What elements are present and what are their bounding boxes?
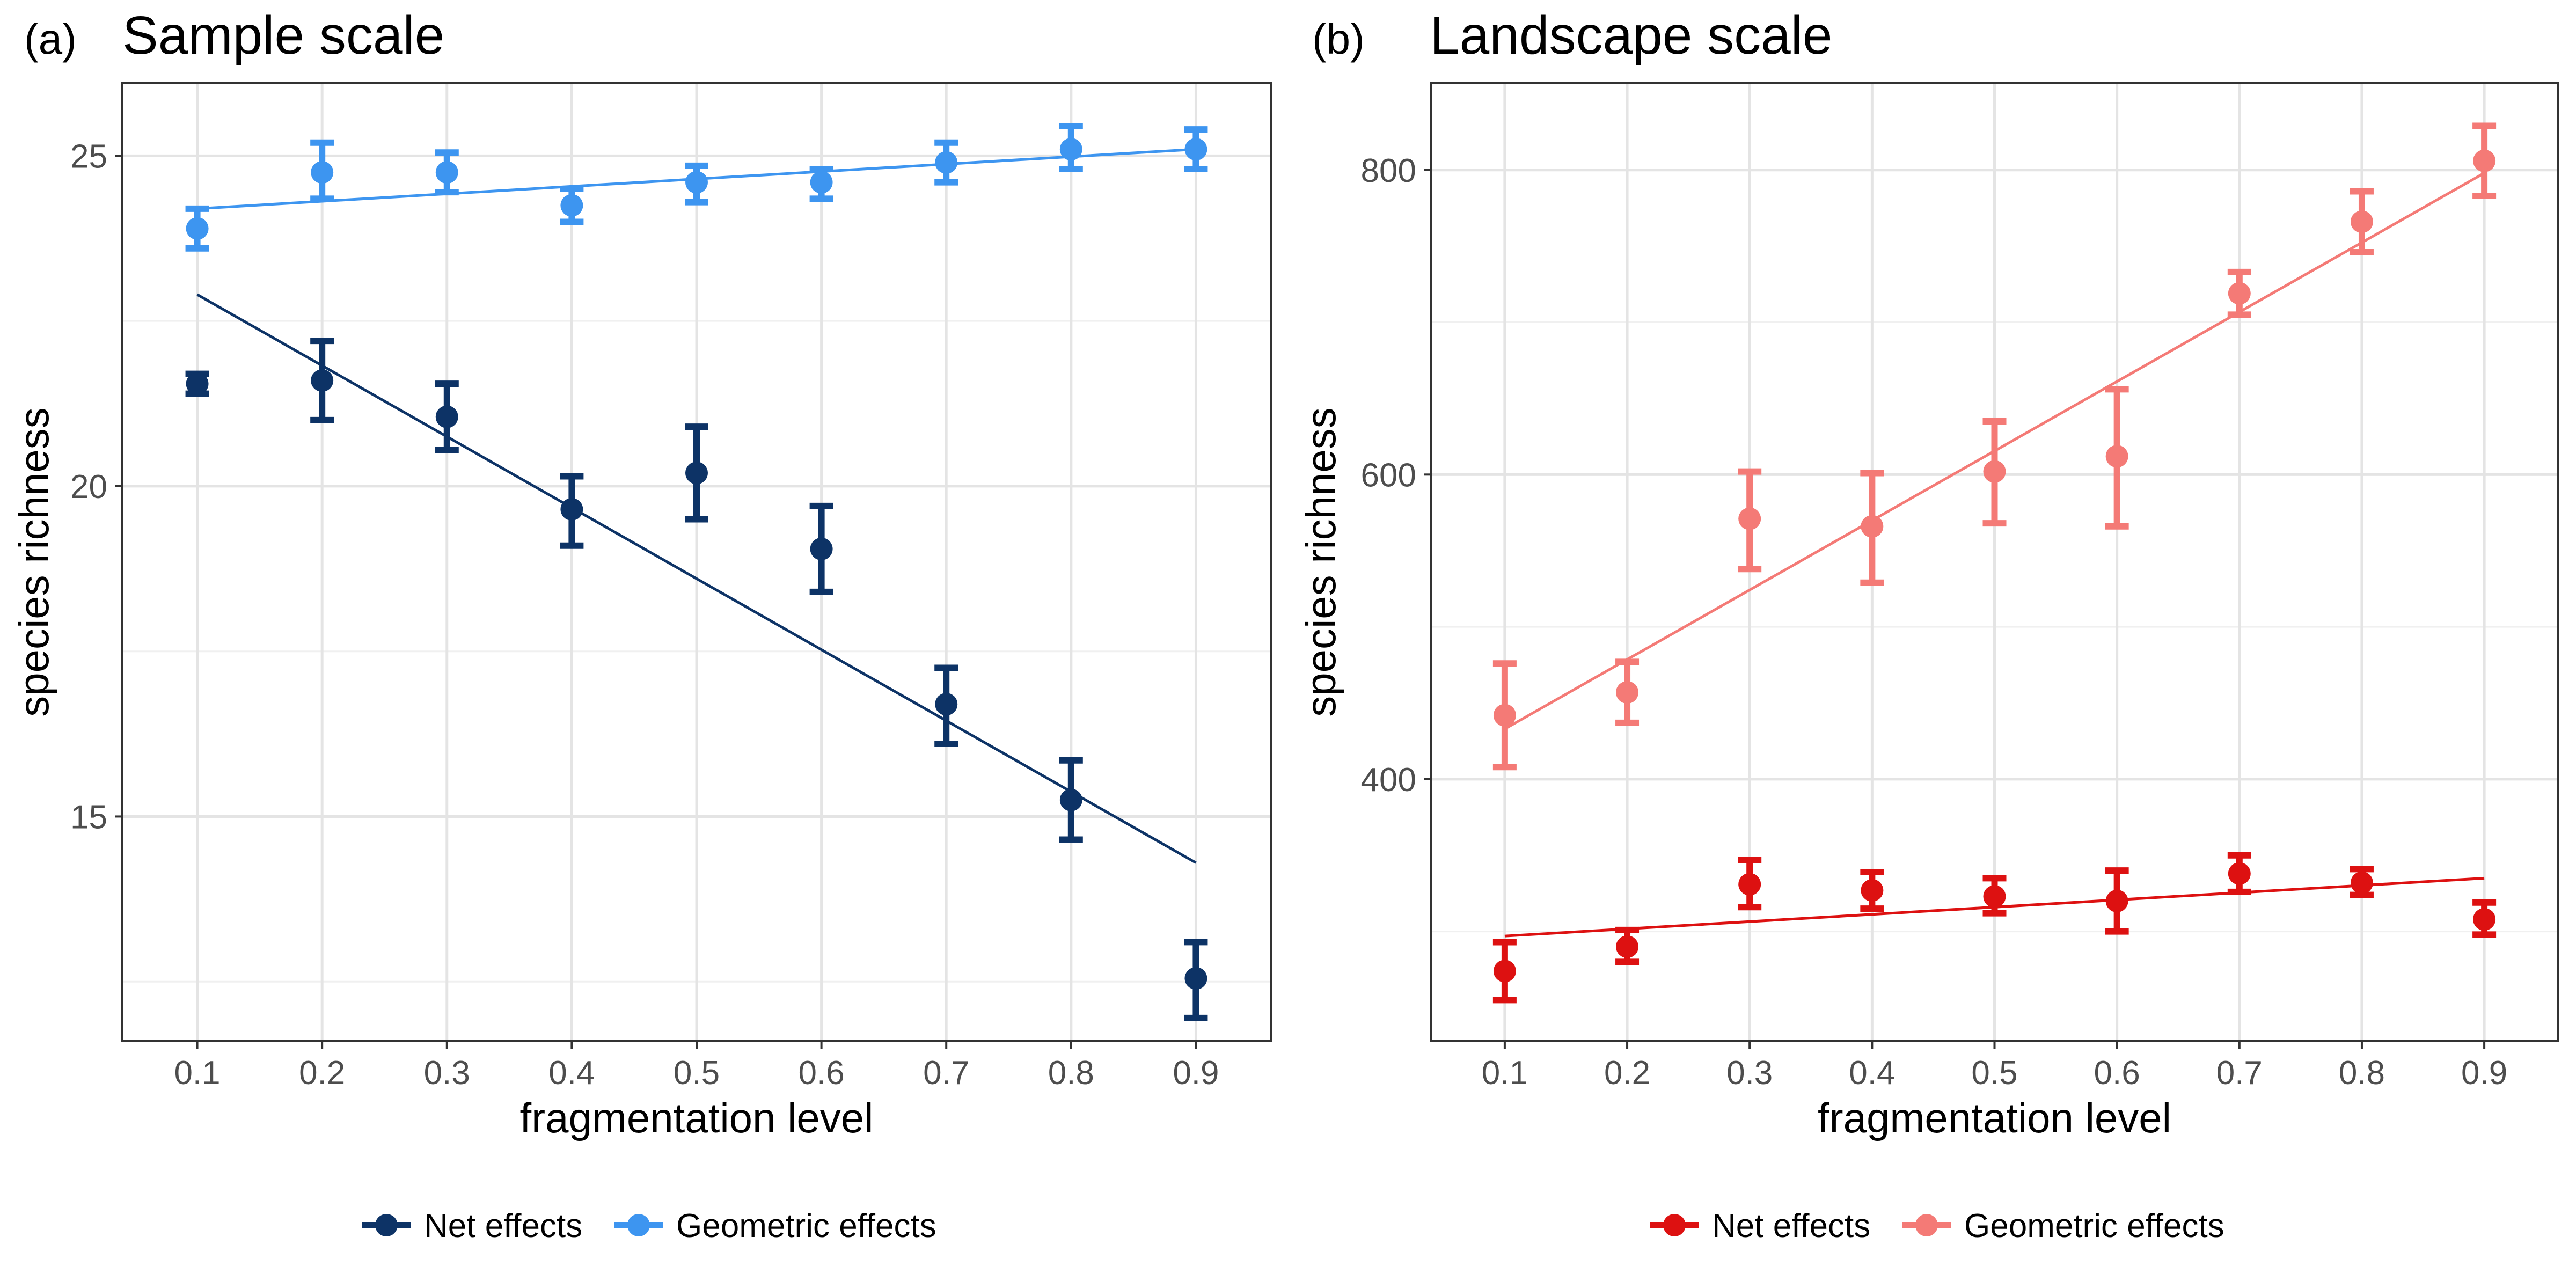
legend-label: Geometric effects bbox=[676, 1208, 936, 1245]
data-point bbox=[311, 369, 334, 392]
data-point bbox=[2350, 210, 2373, 233]
x-tick-label: 0.9 bbox=[1173, 1055, 1219, 1092]
y-axis-label: species richness bbox=[1297, 407, 1344, 717]
x-tick-label: 0.3 bbox=[1726, 1055, 1773, 1092]
y-tick-label: 800 bbox=[1361, 152, 1416, 189]
data-point bbox=[2350, 871, 2373, 894]
legend-key-point bbox=[1915, 1214, 1938, 1236]
series-net-effects bbox=[185, 293, 1208, 1021]
series-geometric-effects bbox=[1492, 122, 2497, 771]
data-point bbox=[1493, 960, 1516, 983]
data-point bbox=[1983, 885, 2006, 908]
x-tick-label: 0.2 bbox=[299, 1055, 345, 1092]
x-axis-label: fragmentation level bbox=[1818, 1094, 2171, 1141]
x-tick-label: 0.1 bbox=[1482, 1055, 1528, 1092]
data-point bbox=[810, 537, 833, 560]
x-tick-label: 0.4 bbox=[1849, 1055, 1895, 1092]
data-point bbox=[935, 151, 958, 174]
data-point bbox=[1616, 681, 1639, 704]
data-point bbox=[1616, 935, 1639, 958]
data-point bbox=[2473, 149, 2496, 172]
legend-item: Net effects bbox=[1650, 1208, 1870, 1245]
data-point bbox=[435, 161, 458, 184]
x-tick-label: 0.7 bbox=[923, 1055, 969, 1092]
legend-label: Net effects bbox=[424, 1208, 582, 1245]
data-point bbox=[1983, 460, 2006, 483]
legend-item: Net effects bbox=[362, 1208, 582, 1245]
legend-item: Geometric effects bbox=[1902, 1208, 2224, 1245]
legend-item: Geometric effects bbox=[614, 1208, 936, 1245]
y-tick-label: 600 bbox=[1361, 457, 1416, 494]
x-tick-label: 0.6 bbox=[2094, 1055, 2140, 1092]
y-axis-label: species richness bbox=[10, 407, 57, 717]
data-point bbox=[685, 171, 708, 194]
y-tick-label: 25 bbox=[70, 138, 107, 175]
data-point bbox=[1738, 507, 1761, 530]
series-geometric-effects bbox=[185, 123, 1208, 252]
panel-label: (a) bbox=[24, 15, 77, 63]
data-point bbox=[2228, 862, 2251, 885]
data-point bbox=[1059, 788, 1082, 811]
x-tick-label: 0.5 bbox=[674, 1055, 720, 1092]
data-point bbox=[1059, 138, 1082, 161]
data-point bbox=[186, 372, 209, 396]
fit-line bbox=[196, 293, 1197, 864]
chart-title: Sample scale bbox=[122, 5, 444, 65]
data-point bbox=[560, 194, 583, 217]
x-tick-label: 0.4 bbox=[548, 1055, 595, 1092]
y-tick-label: 15 bbox=[70, 799, 107, 836]
data-point bbox=[1861, 879, 1884, 902]
data-point bbox=[435, 405, 458, 428]
data-point bbox=[311, 161, 334, 184]
data-point bbox=[186, 217, 209, 240]
legend-label: Geometric effects bbox=[1964, 1208, 2224, 1245]
series-net-effects bbox=[1492, 852, 2497, 1004]
data-point bbox=[2105, 445, 2128, 468]
legend: Net effects Geometric effects bbox=[1650, 1208, 2224, 1245]
panel-a: (a) Sample scale 15 20 25 0.1 0.2 0.3 0.4 0.5 0.6 0… bbox=[10, 5, 1272, 1245]
data-point bbox=[1184, 967, 1208, 990]
x-tick-label: 0.8 bbox=[1048, 1055, 1094, 1092]
x-tick-label: 0.3 bbox=[424, 1055, 470, 1092]
x-tick-label: 0.6 bbox=[799, 1055, 845, 1092]
legend-key-point bbox=[1663, 1214, 1686, 1236]
data-point bbox=[1493, 704, 1516, 727]
x-tick-label: 0.7 bbox=[2216, 1055, 2263, 1092]
x-tick-label: 0.8 bbox=[2339, 1055, 2385, 1092]
data-point bbox=[1184, 138, 1208, 161]
chart-title: Landscape scale bbox=[1430, 5, 1833, 65]
data-point bbox=[1861, 515, 1884, 538]
data-point bbox=[935, 693, 958, 716]
grid bbox=[122, 83, 1271, 1041]
x-tick-label: 0.9 bbox=[2461, 1055, 2507, 1092]
data-point bbox=[1738, 873, 1761, 896]
x-tick-label: 0.5 bbox=[1971, 1055, 2017, 1092]
data-point bbox=[560, 498, 583, 521]
legend-key-point bbox=[627, 1214, 650, 1236]
data-point bbox=[685, 462, 708, 485]
y-tick-label: 400 bbox=[1361, 762, 1416, 799]
panel-b: (b) Landscape scale 400 600 800 0.1 0.2 0.3 0.4 0… bbox=[1297, 5, 2559, 1245]
data-point bbox=[810, 171, 833, 194]
legend-key-point bbox=[375, 1214, 398, 1236]
panel-label: (b) bbox=[1312, 15, 1365, 63]
x-tick-label: 0.1 bbox=[174, 1055, 220, 1092]
data-point bbox=[2473, 908, 2496, 931]
y-tick-label: 20 bbox=[70, 469, 107, 506]
legend-label: Net effects bbox=[1712, 1208, 1870, 1245]
data-point bbox=[2228, 282, 2251, 305]
data-point bbox=[2105, 889, 2128, 912]
legend: Net effects Geometric effects bbox=[362, 1208, 936, 1245]
x-tick-label: 0.2 bbox=[1604, 1055, 1650, 1092]
x-axis-label: fragmentation level bbox=[519, 1094, 873, 1141]
